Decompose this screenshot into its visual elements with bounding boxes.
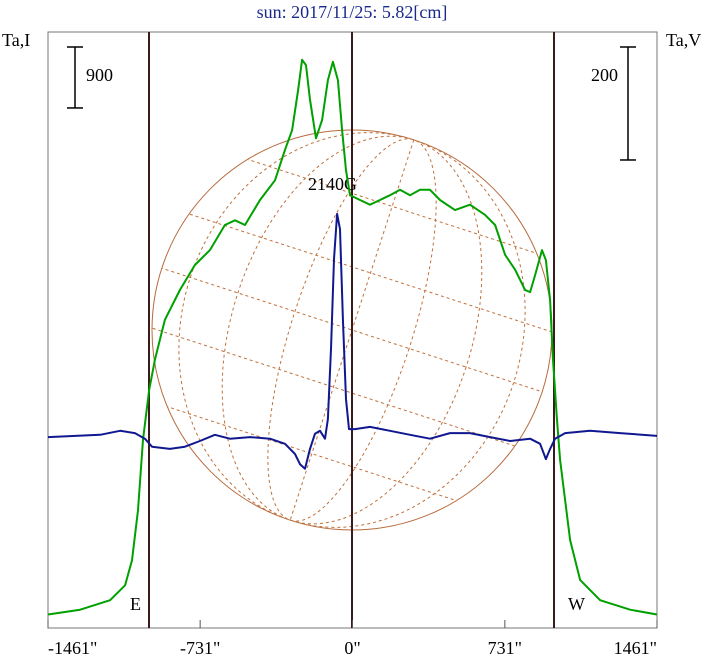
x-tick-label: 0" (344, 638, 360, 658)
x-tick-label: 731" (488, 638, 522, 658)
y-axis-label: Ta,I (2, 30, 30, 50)
series-line (47, 58, 658, 616)
series-line (47, 212, 658, 470)
east-label: E (130, 594, 141, 614)
annotation: 2140G (308, 174, 357, 194)
x-tick-label: -1461" (48, 638, 97, 658)
i-scale-bar-label: 900 (86, 65, 113, 85)
chart-title: sun: 2017/11/25: 5.82[cm] (257, 2, 448, 22)
west-label: W (568, 594, 585, 614)
x-tick-label: -731" (180, 638, 220, 658)
solar-disk (119, 129, 591, 531)
v-scale-bar-label: 200 (591, 65, 618, 85)
y2-axis-label: Ta,V (666, 30, 701, 50)
x-tick-label: 1461" (614, 638, 657, 658)
